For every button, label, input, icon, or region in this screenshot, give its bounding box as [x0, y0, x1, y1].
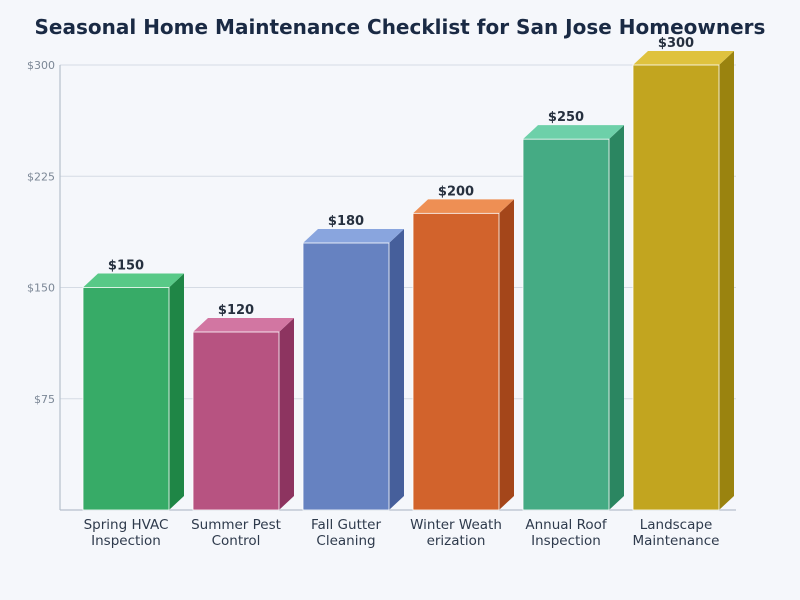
data-label: $250 — [548, 110, 584, 125]
bar — [82, 273, 184, 511]
bar-front — [192, 331, 280, 511]
x-tick-label: Spring HVAC — [84, 517, 169, 533]
bar — [412, 199, 514, 511]
bar-front — [632, 64, 720, 511]
bar-front — [522, 138, 610, 511]
bar-top — [83, 273, 184, 288]
data-labels: $150 $120 $180 $200 $250 $300 — [108, 36, 694, 318]
bar — [522, 125, 624, 511]
bar — [632, 51, 734, 511]
x-tick-label: Landscape — [640, 517, 713, 533]
bar — [302, 229, 404, 511]
x-tick-label: erization — [427, 533, 486, 549]
bar-side — [499, 199, 514, 511]
data-label: $200 — [438, 184, 474, 199]
y-tick-label: $225 — [27, 170, 55, 183]
bar — [192, 318, 294, 511]
x-tick-label: Inspection — [531, 533, 601, 549]
x-tick-label: Inspection — [91, 533, 161, 549]
bar-top — [633, 51, 734, 65]
bar-side — [719, 51, 734, 510]
data-label: $180 — [328, 214, 364, 229]
data-label: $300 — [658, 36, 694, 51]
data-label: $150 — [108, 259, 144, 274]
x-tick-label: Cleaning — [316, 533, 375, 549]
bar-side — [279, 318, 294, 510]
x-tick-label: Maintenance — [633, 533, 720, 549]
bar-top — [303, 229, 404, 243]
bar-top — [523, 125, 624, 140]
x-tick-label: Control — [212, 533, 261, 549]
y-tick-label: $150 — [27, 282, 55, 295]
bar-side — [169, 273, 184, 510]
bar-front — [412, 212, 500, 511]
x-tick-label: Summer Pest — [191, 517, 281, 533]
bar-side — [389, 229, 404, 510]
y-tick-label: $300 — [27, 59, 55, 72]
bar-top — [193, 318, 294, 332]
axes — [59, 65, 736, 511]
data-label: $120 — [218, 303, 254, 318]
x-tick-label: Fall Gutter — [311, 517, 382, 533]
x-tick-label: Winter Weath — [410, 517, 502, 533]
bars — [82, 51, 734, 511]
chart-title: Seasonal Home Maintenance Checklist for … — [35, 15, 766, 39]
bar-front — [82, 287, 170, 511]
y-tick-label: $75 — [34, 393, 55, 406]
bar-front — [302, 242, 390, 511]
bar-top — [413, 199, 514, 214]
x-tick-label: Annual Roof — [525, 517, 608, 533]
bar-side — [609, 125, 624, 511]
